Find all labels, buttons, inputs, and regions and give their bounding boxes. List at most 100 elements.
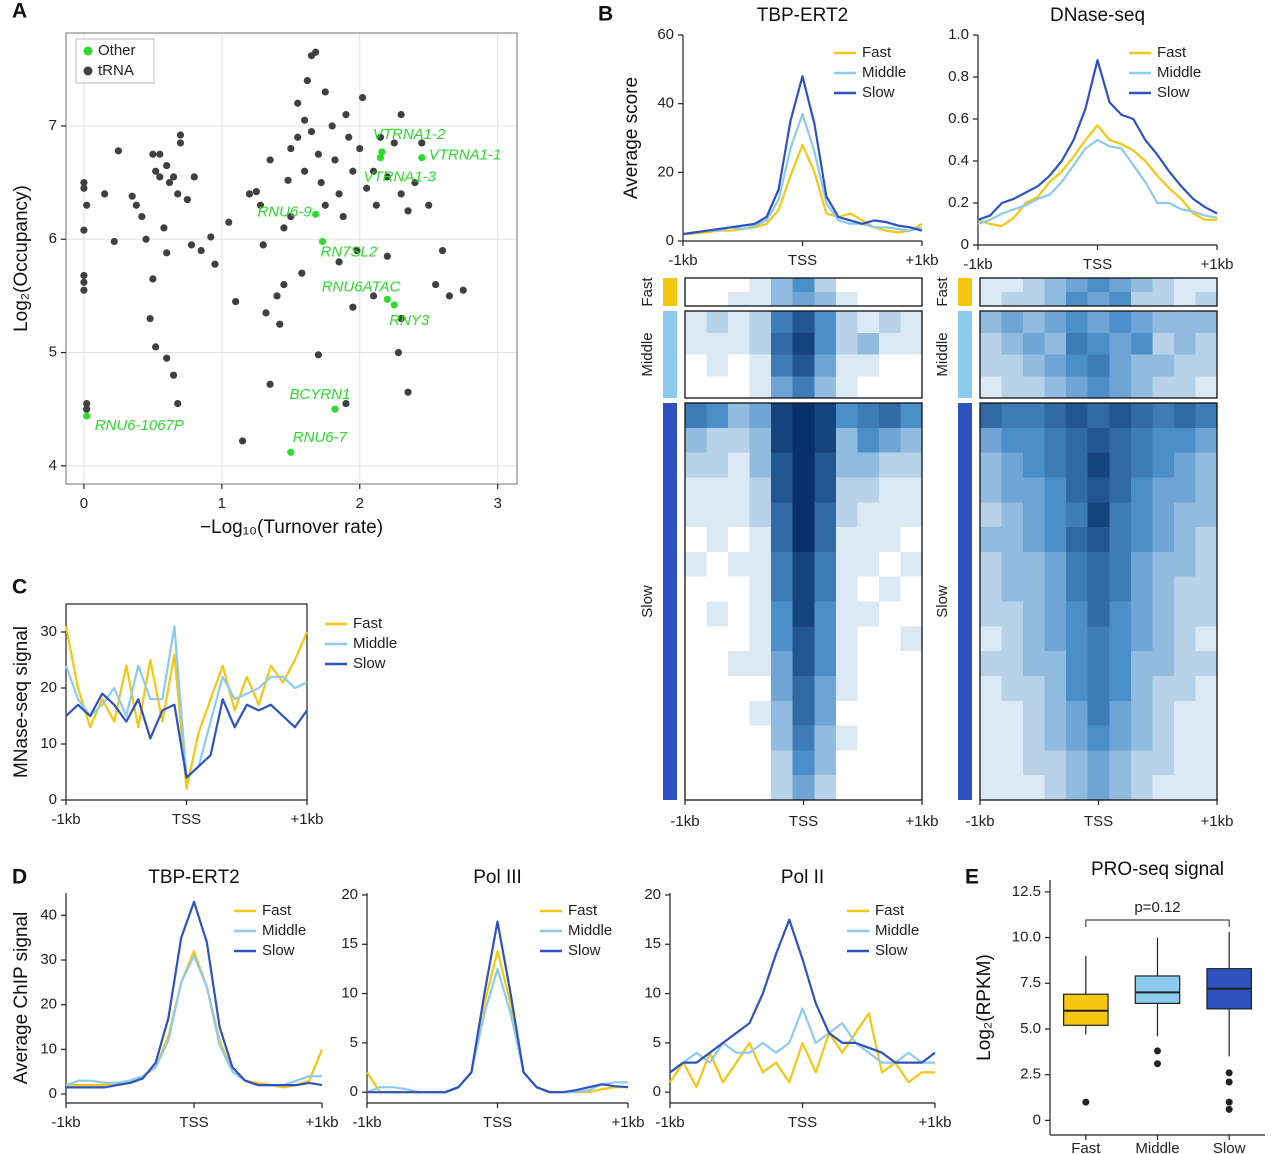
heatmap-cell <box>980 502 1003 528</box>
x-tick-label: TSS <box>1084 813 1113 830</box>
heatmap-cell <box>706 332 729 356</box>
heatmap-cell <box>1109 527 1132 553</box>
series-line <box>682 112 923 236</box>
heatmap-cell <box>685 354 708 377</box>
heatmap-cell <box>771 700 794 727</box>
heatmap-cell <box>1152 354 1175 377</box>
point <box>287 144 295 153</box>
x-tick-label: +1kb <box>906 813 939 830</box>
heatmap-cell <box>878 502 902 528</box>
panel-letter: B <box>598 3 613 26</box>
heatmap-cell <box>1152 651 1175 677</box>
heatmap-cell <box>900 278 923 293</box>
heatmap-cell <box>1173 750 1197 776</box>
point <box>404 207 412 215</box>
heatmap-cell <box>835 725 858 751</box>
heatmap-cell <box>1130 354 1153 377</box>
heatmap-cell <box>814 527 837 553</box>
heatmap-cell <box>1109 427 1132 454</box>
point <box>301 116 309 124</box>
point-label: RN7SL2 <box>321 243 378 260</box>
heatmap-cell <box>1130 675 1153 702</box>
heatmap-cell <box>814 775 837 801</box>
heatmap-cell <box>1152 427 1175 454</box>
point <box>312 210 320 218</box>
heatmap-cell <box>728 576 751 603</box>
heatmap-cell <box>878 427 902 454</box>
heatmap-cell <box>900 354 923 377</box>
heatmap-cell <box>728 626 751 652</box>
heatmap-cell <box>1130 601 1153 627</box>
heatmap-cell <box>1023 700 1046 727</box>
point <box>252 188 260 196</box>
heatmap-cell <box>771 527 794 553</box>
point <box>411 178 419 187</box>
heatmap-cell <box>1044 311 1067 334</box>
x-tick-label: +1kb <box>291 811 324 828</box>
heatmap-cell <box>685 725 708 751</box>
x-tick-label: 1 <box>218 495 226 512</box>
point <box>331 156 339 164</box>
series-line <box>682 75 923 236</box>
heatmap-cell <box>792 452 815 479</box>
heatmap-cell <box>835 651 858 677</box>
heatmap-cell <box>1066 403 1089 429</box>
heatmap-cell <box>878 477 902 503</box>
heatmap-cell <box>1130 725 1153 751</box>
heatmap-cell <box>771 452 794 479</box>
heatmap-cell <box>792 725 815 751</box>
heatmap-cell <box>706 725 729 751</box>
point <box>262 309 270 317</box>
heatmap-cell <box>980 601 1003 627</box>
heatmap-cell <box>1001 292 1024 307</box>
heatmap-cell <box>1130 502 1153 528</box>
heatmap-cell <box>857 502 880 528</box>
heatmap-cell <box>1130 477 1153 503</box>
heatmap-cell <box>1023 332 1046 356</box>
heatmap-cell <box>1109 551 1132 578</box>
heatmap-cell <box>749 551 772 578</box>
heatmap-cell <box>1130 427 1153 454</box>
heatmap-cell <box>900 527 923 553</box>
heatmap-cell <box>728 278 751 293</box>
y-tick-label: 0.4 <box>948 152 969 169</box>
heatmap-cell <box>1087 551 1110 578</box>
point <box>128 192 136 200</box>
heatmap-cell <box>706 502 729 528</box>
point-label: RNU6-7 <box>293 429 348 446</box>
chart-title: Pol II <box>781 867 824 888</box>
heatmap-cell <box>878 626 902 652</box>
x-tick-label: TSS <box>789 813 818 830</box>
y-axis-label: Log₂(RPKM) <box>974 954 995 1061</box>
heatmap-cell <box>1023 292 1046 307</box>
point <box>287 212 295 221</box>
heatmap-cell <box>1130 700 1153 727</box>
heatmap-cell <box>900 651 923 677</box>
heatmap-cell <box>1066 651 1089 677</box>
heatmap-cell <box>1066 427 1089 454</box>
point <box>358 93 367 102</box>
heatmap-cell <box>792 750 815 776</box>
heatmap-cell <box>728 527 751 553</box>
point <box>156 150 164 158</box>
point <box>225 218 233 226</box>
heatmap-cell <box>1195 354 1218 377</box>
heatmap-cell <box>1001 278 1024 293</box>
point <box>369 167 378 175</box>
point-label: VTRNA1-1 <box>429 147 502 164</box>
heatmap-cell <box>1044 601 1067 627</box>
point <box>418 139 426 147</box>
heatmap-cell <box>857 311 880 334</box>
heatmap-cell <box>878 725 902 751</box>
heatmap-cell <box>1173 551 1197 578</box>
point <box>314 351 322 359</box>
legend-label: Fast <box>568 902 598 919</box>
point <box>83 405 91 413</box>
x-tick-label: -1kb <box>352 1114 381 1131</box>
point <box>390 139 398 147</box>
legend-label: Middle <box>262 922 306 939</box>
heatmap-cell <box>814 601 837 627</box>
heatmap-cell <box>1173 527 1197 553</box>
heatmap-cell <box>1044 527 1067 553</box>
heatmap-cell <box>1152 403 1175 429</box>
